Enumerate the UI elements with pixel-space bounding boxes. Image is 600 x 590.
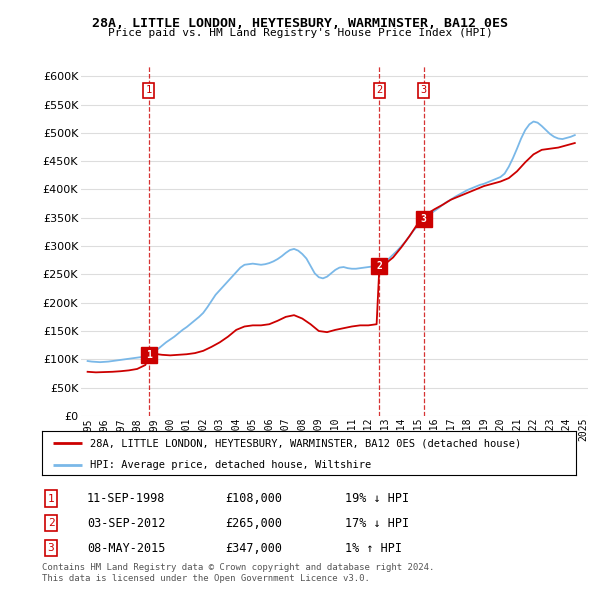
Text: 19% ↓ HPI: 19% ↓ HPI <box>345 492 409 505</box>
Text: 3: 3 <box>47 543 55 553</box>
Text: HPI: Average price, detached house, Wiltshire: HPI: Average price, detached house, Wilt… <box>90 460 371 470</box>
Text: 2: 2 <box>376 86 383 96</box>
Text: 28A, LITTLE LONDON, HEYTESBURY, WARMINSTER, BA12 0ES (detached house): 28A, LITTLE LONDON, HEYTESBURY, WARMINST… <box>90 438 521 448</box>
Text: 17% ↓ HPI: 17% ↓ HPI <box>345 517 409 530</box>
Text: £265,000: £265,000 <box>225 517 282 530</box>
Text: Contains HM Land Registry data © Crown copyright and database right 2024.: Contains HM Land Registry data © Crown c… <box>42 563 434 572</box>
Text: 1: 1 <box>47 494 55 503</box>
Text: 1: 1 <box>146 350 152 360</box>
Text: 3: 3 <box>421 86 427 96</box>
Text: 1% ↑ HPI: 1% ↑ HPI <box>345 542 402 555</box>
Text: 03-SEP-2012: 03-SEP-2012 <box>87 517 166 530</box>
Text: Price paid vs. HM Land Registry's House Price Index (HPI): Price paid vs. HM Land Registry's House … <box>107 28 493 38</box>
Text: 28A, LITTLE LONDON, HEYTESBURY, WARMINSTER, BA12 0ES: 28A, LITTLE LONDON, HEYTESBURY, WARMINST… <box>92 17 508 30</box>
Text: 1: 1 <box>146 86 152 96</box>
Text: £347,000: £347,000 <box>225 542 282 555</box>
Text: 3: 3 <box>421 215 427 224</box>
Text: 08-MAY-2015: 08-MAY-2015 <box>87 542 166 555</box>
Text: 11-SEP-1998: 11-SEP-1998 <box>87 492 166 505</box>
Text: 2: 2 <box>47 519 55 528</box>
Text: This data is licensed under the Open Government Licence v3.0.: This data is licensed under the Open Gov… <box>42 574 370 583</box>
Text: 2: 2 <box>376 261 382 271</box>
Text: £108,000: £108,000 <box>225 492 282 505</box>
